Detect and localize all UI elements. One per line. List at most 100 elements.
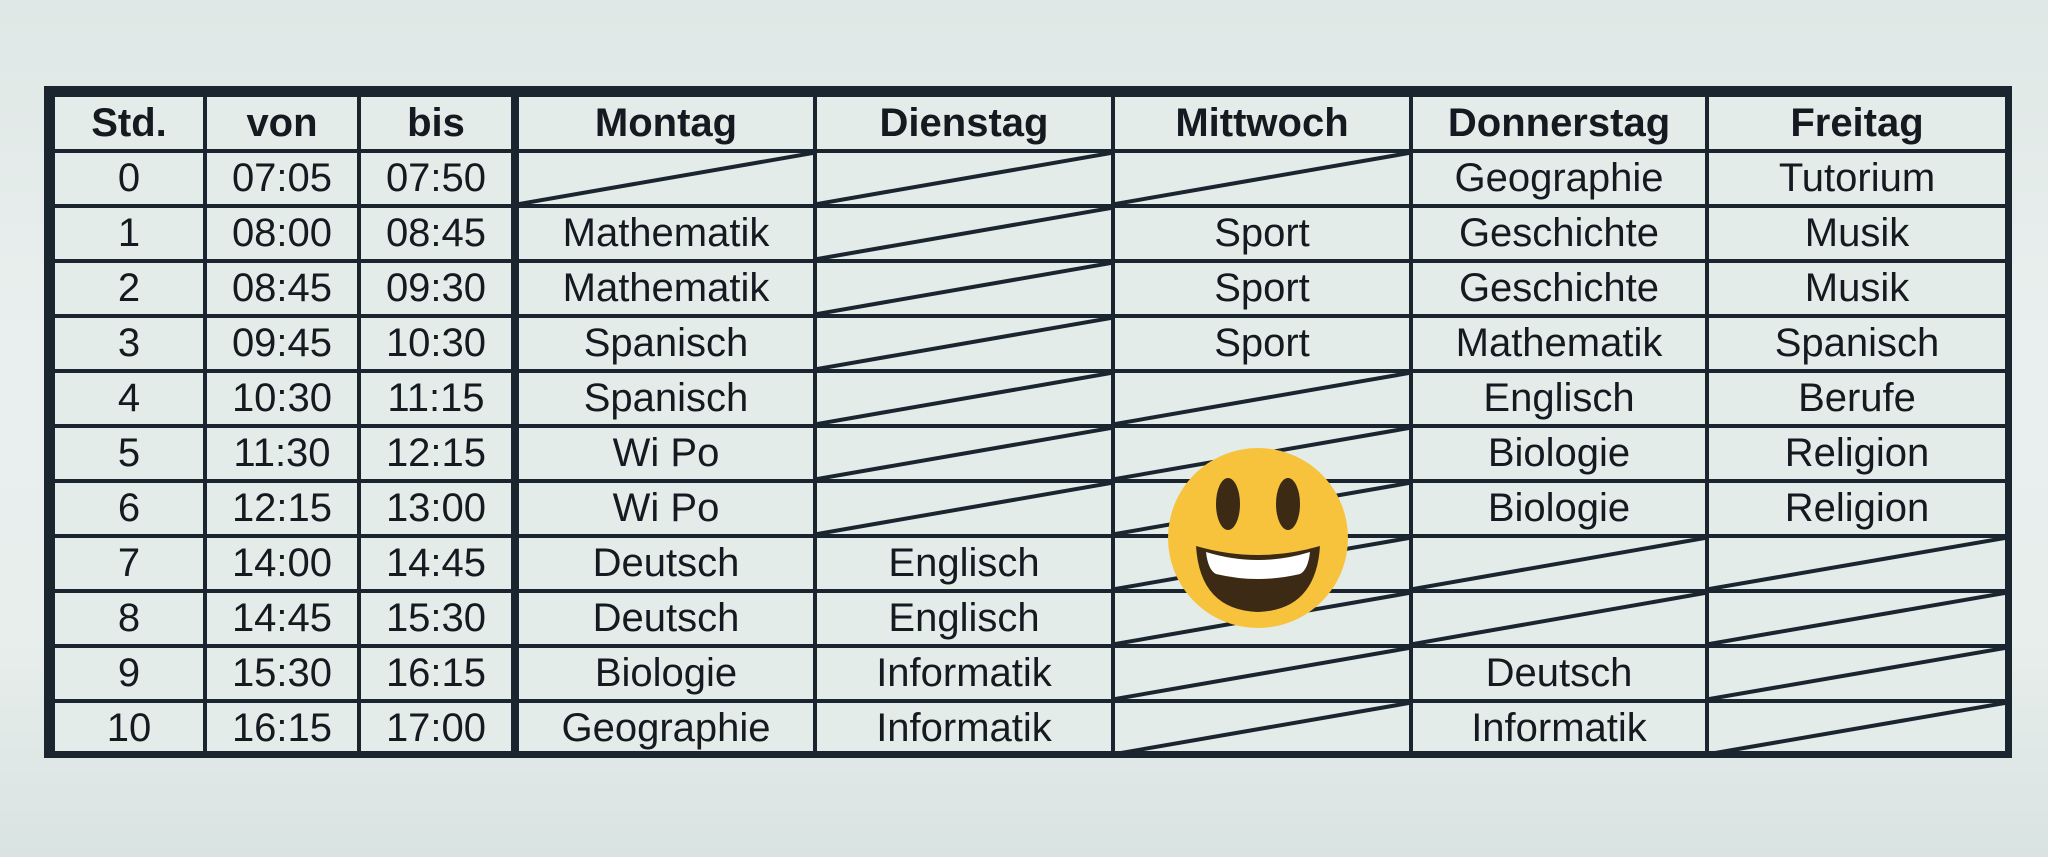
start-time: 10:30 <box>203 369 361 428</box>
cell-donnerstag: Biologie <box>1409 424 1709 483</box>
empty-slot-mittwoch <box>1111 369 1413 428</box>
cell-freitag: Berufe <box>1705 369 2009 428</box>
cell-freitag: Tutorium <box>1705 149 2009 208</box>
start-time: 14:00 <box>203 534 361 593</box>
table-row: 2 08:45 09:30 Mathematik Sport Geschichte Musi… <box>51 259 2009 318</box>
period-number: 10 <box>51 699 207 758</box>
strike-line <box>817 373 1111 424</box>
cell-donnerstag: Mathematik <box>1409 314 1709 373</box>
cell-freitag: Musik <box>1705 259 2009 318</box>
start-time: 12:15 <box>203 479 361 538</box>
period-number: 9 <box>51 644 207 703</box>
cell-montag: Wi Po <box>513 479 817 538</box>
strike-line <box>1709 593 2005 644</box>
period-number: 7 <box>51 534 207 593</box>
period-number: 5 <box>51 424 207 483</box>
empty-slot-dienstag <box>813 479 1115 538</box>
empty-slot-freitag <box>1705 644 2009 703</box>
period-number: 2 <box>51 259 207 318</box>
strike-line <box>1709 538 2005 589</box>
strike-line <box>817 483 1111 534</box>
end-time: 07:50 <box>357 149 519 208</box>
cell-donnerstag: Deutsch <box>1409 644 1709 703</box>
table-row: 4 10:30 11:15 Spanisch Englisch Berufe <box>51 369 2009 428</box>
cell-freitag: Religion <box>1705 424 2009 483</box>
table-row: 1 08:00 08:45 Mathematik Sport Geschichte Musi… <box>51 204 2009 263</box>
table-row: 10 16:15 17:00 Geographie Informatik Informat… <box>51 699 2009 758</box>
cell-freitag: Spanisch <box>1705 314 2009 373</box>
cell-montag: Deutsch <box>513 534 817 593</box>
cell-dienstag: Informatik <box>813 644 1115 703</box>
cell-mittwoch: Sport <box>1111 314 1413 373</box>
start-time: 09:45 <box>203 314 361 373</box>
header-mittwoch: Mittwoch <box>1111 93 1413 153</box>
strike-line <box>817 318 1111 369</box>
table-row: 9 15:30 16:15 Biologie Informatik Deutsch <box>51 644 2009 703</box>
empty-slot-mittwoch <box>1111 644 1413 703</box>
cell-donnerstag: Biologie <box>1409 479 1709 538</box>
cell-montag: Biologie <box>513 644 817 703</box>
header-std: Std. <box>51 93 207 153</box>
empty-slot-dienstag <box>813 259 1115 318</box>
strike-line <box>1709 648 2005 699</box>
start-time: 16:15 <box>203 699 361 758</box>
cell-donnerstag: Englisch <box>1409 369 1709 428</box>
timetable: Std. von bis Montag Dienstag Mittwoch Do… <box>51 93 2009 758</box>
start-time: 08:00 <box>203 204 361 263</box>
empty-slot-freitag <box>1705 699 2009 758</box>
header-bis: bis <box>357 93 519 153</box>
strike-line <box>1115 703 1409 754</box>
cell-montag: Wi Po <box>513 424 817 483</box>
period-number: 6 <box>51 479 207 538</box>
period-number: 4 <box>51 369 207 428</box>
end-time: 13:00 <box>357 479 519 538</box>
end-time: 08:45 <box>357 204 519 263</box>
header-dienstag: Dienstag <box>813 93 1115 153</box>
cell-montag: Deutsch <box>513 589 817 648</box>
empty-slot-dienstag <box>813 369 1115 428</box>
end-time: 15:30 <box>357 589 519 648</box>
empty-slot-dienstag <box>813 204 1115 263</box>
end-time: 17:00 <box>357 699 519 758</box>
end-time: 12:15 <box>357 424 519 483</box>
empty-slot-donnerstag <box>1409 589 1709 648</box>
end-time: 14:45 <box>357 534 519 593</box>
start-time: 14:45 <box>203 589 361 648</box>
header-row: Std. von bis Montag Dienstag Mittwoch Do… <box>51 93 2009 153</box>
cell-montag: Mathematik <box>513 259 817 318</box>
cell-dienstag: Englisch <box>813 534 1115 593</box>
cell-montag: Spanisch <box>513 369 817 428</box>
cell-donnerstag: Informatik <box>1409 699 1709 758</box>
table-row: 3 09:45 10:30 Spanisch Sport Mathematik Spanis… <box>51 314 2009 373</box>
table-row: 6 12:15 13:00 Wi Po Biologie Religion <box>51 479 2009 538</box>
strike-line <box>817 208 1111 259</box>
empty-slot-donnerstag <box>1409 534 1709 593</box>
start-time: 11:30 <box>203 424 361 483</box>
cell-mittwoch: Sport <box>1111 259 1413 318</box>
cell-donnerstag: Geographie <box>1409 149 1709 208</box>
header-donnerstag: Donnerstag <box>1409 93 1709 153</box>
end-time: 16:15 <box>357 644 519 703</box>
strike-line <box>1115 648 1409 699</box>
period-number: 8 <box>51 589 207 648</box>
table-row: 7 14:00 14:45 Deutsch Englisch <box>51 534 2009 593</box>
start-time: 15:30 <box>203 644 361 703</box>
cell-mittwoch: Sport <box>1111 204 1413 263</box>
empty-slot-dienstag <box>813 149 1115 208</box>
empty-slot-mittwoch <box>1111 149 1413 208</box>
header-montag: Montag <box>513 93 817 153</box>
period-number: 3 <box>51 314 207 373</box>
cell-dienstag: Englisch <box>813 589 1115 648</box>
strike-line <box>817 153 1111 204</box>
strike-line <box>1709 703 2005 754</box>
cell-freitag: Musik <box>1705 204 2009 263</box>
cell-dienstag: Informatik <box>813 699 1115 758</box>
header-von: von <box>203 93 361 153</box>
cell-donnerstag: Geschichte <box>1409 204 1709 263</box>
cell-donnerstag: Geschichte <box>1409 259 1709 318</box>
strike-line <box>519 153 813 204</box>
empty-slot-mittwoch <box>1111 699 1413 758</box>
cell-montag: Spanisch <box>513 314 817 373</box>
smiling-face-emoji-icon <box>1168 448 1348 628</box>
strike-line <box>1115 373 1409 424</box>
